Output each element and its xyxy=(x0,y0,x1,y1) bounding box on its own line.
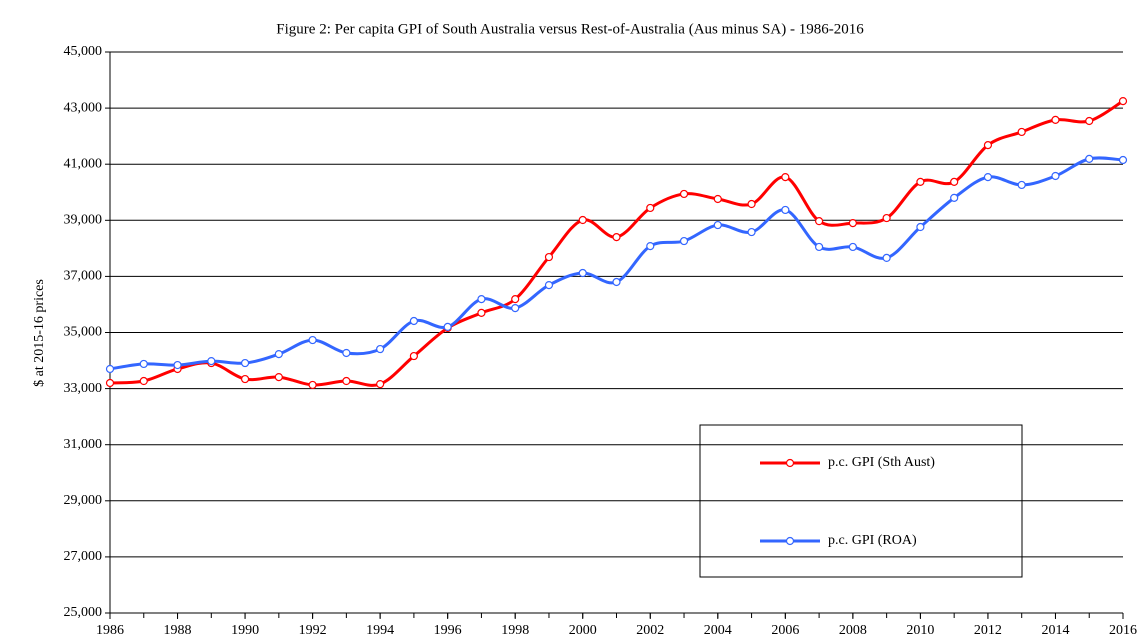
point xyxy=(1118,96,1128,106)
point xyxy=(612,233,621,242)
x-tick-label: 2012 xyxy=(974,623,1002,638)
point xyxy=(882,213,891,223)
x-tick-label: 1986 xyxy=(96,623,124,638)
x-tick-label: 2004 xyxy=(704,623,732,638)
point xyxy=(308,380,317,390)
point xyxy=(1051,115,1060,124)
point xyxy=(105,364,115,374)
point xyxy=(477,308,486,317)
x-tick-label: 1994 xyxy=(366,623,394,638)
point xyxy=(578,268,587,278)
point xyxy=(814,217,824,226)
legend-label: p.c. GPI (Sth Aust) xyxy=(828,455,935,470)
chart-title: Figure 2: Per capita GPI of South Austra… xyxy=(276,21,864,37)
series-line xyxy=(109,156,1124,371)
point xyxy=(848,242,857,252)
point xyxy=(240,358,250,368)
point xyxy=(308,335,317,345)
y-tick-label: 27,000 xyxy=(64,549,103,564)
x-tick-label: 2000 xyxy=(569,623,597,638)
x-tick-label: 1998 xyxy=(501,623,529,638)
x-tick-label: 1996 xyxy=(434,623,462,638)
point xyxy=(274,372,283,382)
point xyxy=(950,193,959,202)
point xyxy=(1051,171,1060,181)
point xyxy=(781,173,790,182)
point xyxy=(646,242,655,251)
point xyxy=(679,236,689,246)
point xyxy=(713,220,722,230)
point xyxy=(612,277,621,287)
y-tick-label: 35,000 xyxy=(64,325,103,340)
x-tick-label: 2016 xyxy=(1109,623,1137,638)
y-tick-label: 25,000 xyxy=(64,605,103,620)
point xyxy=(207,357,216,366)
point xyxy=(240,374,250,384)
point xyxy=(1085,154,1094,163)
legend-marker xyxy=(785,458,795,468)
x-tick-label: 1990 xyxy=(231,623,259,638)
y-tick-label: 45,000 xyxy=(64,44,103,59)
point xyxy=(376,380,385,389)
y-tick-label: 29,000 xyxy=(64,493,103,508)
point xyxy=(848,219,857,228)
point xyxy=(950,177,959,186)
y-tick-label: 41,000 xyxy=(64,156,103,171)
x-tick-label: 1992 xyxy=(299,623,327,638)
y-tick-label: 43,000 xyxy=(64,100,103,115)
x-tick-label: 2014 xyxy=(1041,623,1069,638)
point xyxy=(376,344,385,354)
point xyxy=(1017,180,1026,190)
y-tick-label: 39,000 xyxy=(64,213,103,228)
y-tick-label: 37,000 xyxy=(64,269,103,284)
point xyxy=(781,205,790,215)
point xyxy=(544,252,554,262)
point xyxy=(747,227,756,237)
x-tick-label: 2006 xyxy=(771,623,799,638)
point xyxy=(916,222,925,232)
point xyxy=(511,303,520,313)
x-tick-label: 1988 xyxy=(164,623,192,638)
series-line xyxy=(109,99,1124,387)
point xyxy=(882,253,891,262)
point xyxy=(578,215,587,225)
point xyxy=(814,242,824,252)
point xyxy=(713,194,722,204)
point xyxy=(1017,127,1026,137)
point xyxy=(1085,116,1094,126)
point xyxy=(139,359,148,369)
point xyxy=(544,280,554,290)
point xyxy=(105,378,115,388)
point xyxy=(983,141,993,150)
point xyxy=(173,360,182,370)
y-axis-label: $ at 2015-16 prices xyxy=(32,279,47,387)
point xyxy=(747,199,756,209)
point xyxy=(477,295,486,304)
legend-label: p.c. GPI (ROA) xyxy=(828,533,917,548)
point xyxy=(916,177,925,186)
point xyxy=(511,295,520,304)
legend-marker xyxy=(785,536,795,546)
point xyxy=(1118,155,1128,165)
point xyxy=(409,351,418,361)
y-tick-label: 33,000 xyxy=(64,381,103,396)
point xyxy=(983,173,993,182)
x-tick-label: 2010 xyxy=(906,623,934,638)
point xyxy=(679,189,689,199)
point xyxy=(443,322,452,331)
x-tick-label: 2008 xyxy=(839,623,867,638)
x-tick-label: 2002 xyxy=(636,623,664,638)
point xyxy=(139,376,148,386)
point xyxy=(409,316,418,326)
point xyxy=(646,203,655,213)
point xyxy=(342,376,351,386)
point xyxy=(274,349,283,359)
point xyxy=(342,348,351,358)
y-tick-label: 31,000 xyxy=(64,437,103,452)
